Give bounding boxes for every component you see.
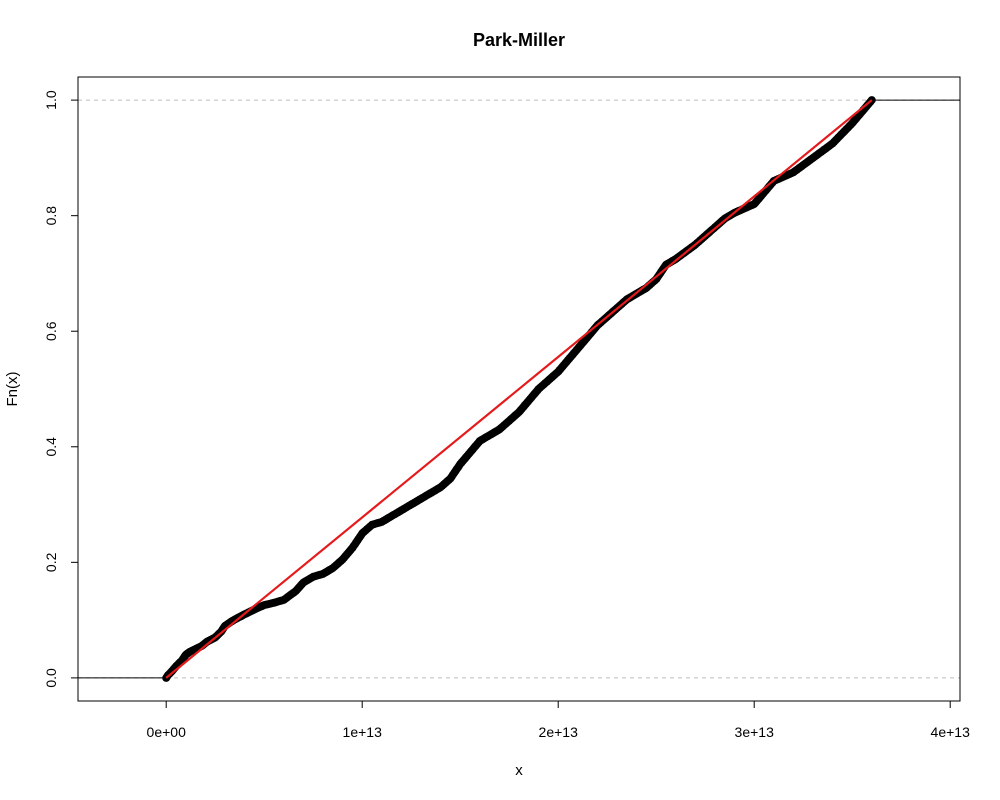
plot-area (78, 96, 960, 682)
y-tick-label: 0.0 (43, 668, 59, 688)
plot-frame (77, 76, 961, 702)
x-tick-label: 4e+13 (931, 724, 971, 740)
y-tick-label: 0.2 (43, 552, 59, 572)
y-axis: 0.0 0.2 0.4 0.6 0.8 1.0 (43, 90, 78, 688)
x-tick-label: 1e+13 (343, 724, 383, 740)
y-axis-label: Fn(x) (4, 372, 21, 407)
y-tick-label: 0.8 (43, 206, 59, 226)
y-tick-label: 0.6 (43, 321, 59, 341)
chart-title: Park-Miller (473, 30, 565, 50)
theoretical-cdf-line (165, 99, 873, 679)
x-tick-label: 2e+13 (539, 724, 579, 740)
x-tick-label: 3e+13 (735, 724, 775, 740)
x-axis: 0e+00 1e+13 2e+13 3e+13 4e+13 (147, 701, 971, 740)
x-tick-label: 0e+00 (147, 724, 187, 740)
ecdf-points (162, 96, 876, 682)
y-tick-label: 0.4 (43, 437, 59, 457)
y-tick-label: 1.0 (43, 90, 59, 110)
x-axis-label: x (515, 762, 523, 779)
